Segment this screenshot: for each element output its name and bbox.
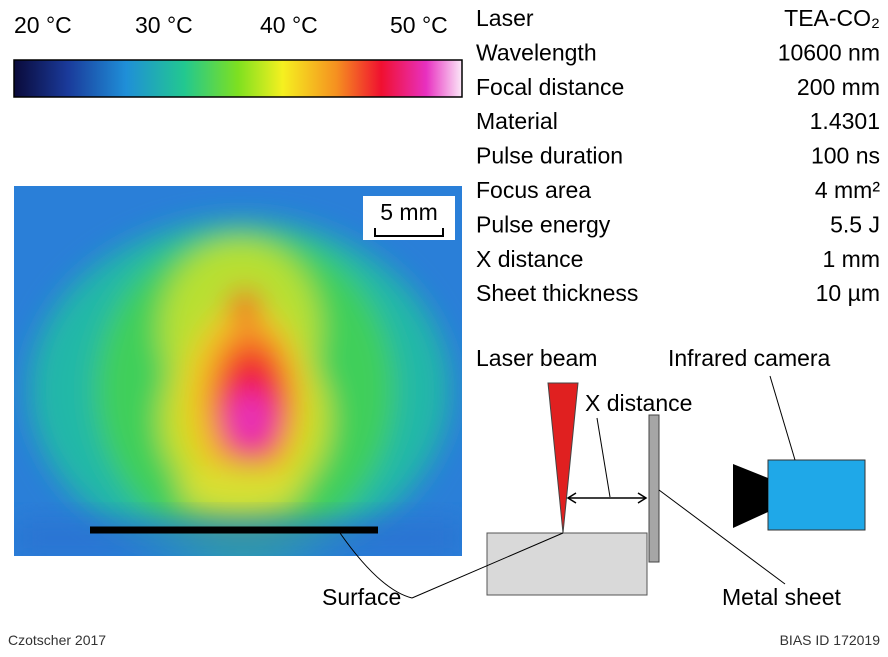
camera-lens: [733, 464, 768, 528]
parameter-value: TEA-CO₂: [784, 5, 880, 31]
label: Metal sheet: [722, 584, 842, 610]
parameter-name: Focus area: [476, 177, 591, 203]
label: Laser beam: [476, 345, 597, 371]
colorbar-label: 40 °C: [260, 12, 318, 38]
parameter-name: Laser: [476, 5, 534, 31]
parameter-value: 1 mm: [823, 246, 881, 272]
laser-beam: [548, 383, 578, 533]
footer-author: Czotscher 2017: [8, 632, 106, 648]
metal-sheet: [649, 415, 659, 562]
scale-bar-label: 5 mm: [380, 199, 438, 225]
parameter-value: 4 mm²: [815, 177, 881, 203]
parameter-name: Pulse duration: [476, 143, 623, 169]
parameter-name: Wavelength: [476, 39, 597, 65]
parameter-name: Focal distance: [476, 74, 624, 100]
figure: 20 °C 30 °C 40 °C 50 °C 5 mm Laser TEA-CO…: [0, 0, 888, 657]
parameter-value: 5.5 J: [830, 211, 880, 237]
parameter-name: X distance: [476, 246, 583, 272]
leader: [597, 418, 610, 497]
label: Surface: [322, 584, 401, 610]
workpiece: [487, 533, 647, 595]
colorbar: [14, 60, 462, 97]
colorbar-labels: 20 °C 30 °C 40 °C 50 °C: [14, 12, 448, 38]
parameter-name: Sheet thickness: [476, 280, 638, 306]
parameter-value: 200 mm: [797, 74, 880, 100]
parameter-name: Material: [476, 108, 558, 134]
leader: [770, 376, 795, 460]
thermal-image: [14, 186, 462, 560]
parameter-value: 10600 nm: [778, 39, 880, 65]
parameter-name: Pulse energy: [476, 211, 611, 237]
footer-id: BIAS ID 172019: [780, 632, 881, 648]
label: Infrared camera: [668, 345, 831, 371]
camera-body: [768, 460, 865, 530]
colorbar-label: 20 °C: [14, 12, 72, 38]
colorbar-label: 30 °C: [135, 12, 193, 38]
label: X distance: [585, 390, 692, 416]
parameter-value: 10 µm: [816, 280, 880, 306]
parameter-value: 100 ns: [811, 143, 880, 169]
colorbar-label: 50 °C: [390, 12, 448, 38]
parameter-table: Laser TEA-CO₂ Wavelength 10600 nm Focal dist…: [476, 5, 880, 306]
parameter-value: 1.4301: [810, 108, 880, 134]
